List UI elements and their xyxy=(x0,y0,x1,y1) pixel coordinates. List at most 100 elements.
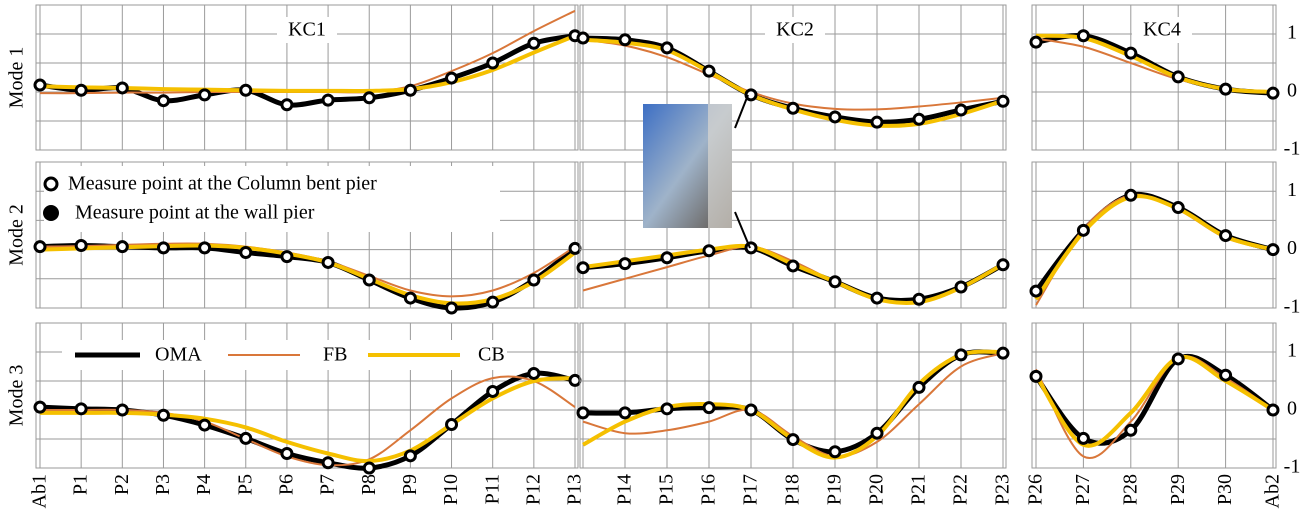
measure-point xyxy=(620,408,630,418)
measure-point xyxy=(447,303,457,313)
measure-point xyxy=(998,348,1008,358)
panel-title: KC2 xyxy=(776,19,814,41)
measure-point xyxy=(1221,231,1231,241)
measure-point xyxy=(1221,370,1231,380)
measure-point xyxy=(488,297,498,307)
measure-point xyxy=(570,375,580,385)
measure-point xyxy=(1126,190,1136,200)
measure-point xyxy=(200,420,210,430)
series-line xyxy=(1036,357,1273,446)
measure-point xyxy=(529,275,539,285)
measure-point xyxy=(1268,245,1278,255)
x-tick-label: P10 xyxy=(440,474,462,505)
measure-point xyxy=(914,114,924,124)
x-tick-label: P22 xyxy=(950,474,972,505)
measure-point xyxy=(788,261,798,271)
measure-point xyxy=(1126,425,1136,435)
measure-point xyxy=(158,410,168,420)
measure-point xyxy=(76,241,86,251)
x-tick-label: P3 xyxy=(152,474,174,495)
measure-point xyxy=(117,83,127,93)
panel-title: KC1 xyxy=(288,19,326,41)
measure-point xyxy=(364,275,374,285)
measure-point xyxy=(158,96,168,106)
measure-point xyxy=(1031,371,1041,381)
x-tick-label: P6 xyxy=(276,474,298,495)
legend-label: CB xyxy=(478,344,505,366)
measure-point xyxy=(662,253,672,263)
measure-point xyxy=(830,277,840,287)
measure-point xyxy=(578,33,588,43)
measure-point xyxy=(241,248,251,258)
x-tick-label: Ab1 xyxy=(29,474,51,508)
measure-point xyxy=(1126,48,1136,58)
measure-point xyxy=(364,463,374,473)
measure-point xyxy=(447,73,457,83)
panel: KC2 xyxy=(578,5,1008,150)
measure-point xyxy=(704,246,714,256)
measure-point xyxy=(35,402,45,412)
x-tick-label: P19 xyxy=(824,474,846,505)
x-tick-label: P27 xyxy=(1072,474,1094,505)
panel-frame xyxy=(1032,162,1276,308)
panel: Mode 2Measure point at the Column bent p… xyxy=(6,162,580,313)
measure-point xyxy=(998,96,1008,106)
x-tick-label: P13 xyxy=(564,474,586,505)
series-line xyxy=(1036,196,1273,299)
x-tick-label: P21 xyxy=(908,474,930,505)
measure-point xyxy=(746,405,756,415)
panel-title: KC4 xyxy=(1143,19,1181,41)
x-tick-label: P8 xyxy=(358,474,380,495)
measure-point xyxy=(1173,354,1183,364)
x-tick-label: P17 xyxy=(740,474,762,505)
measure-point xyxy=(662,43,672,53)
measure-point xyxy=(998,260,1008,270)
x-tick-label: P23 xyxy=(992,474,1014,505)
measure-point xyxy=(1078,31,1088,41)
measure-point xyxy=(1078,433,1088,443)
measure-point xyxy=(282,449,292,459)
measure-point xyxy=(1173,72,1183,82)
figure: KC1Mode 1KC2-101KC4Mode 2Measure point a… xyxy=(0,0,1316,518)
x-tick-label: P2 xyxy=(111,474,133,495)
measure-point xyxy=(570,243,580,253)
measure-point xyxy=(76,404,86,414)
legend-marker-filled xyxy=(43,205,59,221)
measure-point xyxy=(620,35,630,45)
x-tick-label: P11 xyxy=(481,474,503,504)
x-tick-label: P29 xyxy=(1167,474,1189,505)
x-tick-label: P1 xyxy=(70,474,92,495)
measure-point xyxy=(704,403,714,413)
pointer-line xyxy=(735,95,748,128)
measure-point xyxy=(956,350,966,360)
measure-point xyxy=(956,105,966,115)
y-tick-label: -1 xyxy=(1284,296,1301,318)
x-tick-label: Ab2 xyxy=(1262,474,1284,508)
measure-point xyxy=(76,85,86,95)
measure-point xyxy=(620,259,630,269)
measure-point xyxy=(117,405,127,415)
measure-point xyxy=(830,112,840,122)
x-tick-label: P5 xyxy=(234,474,256,495)
y-tick-label: 1 xyxy=(1287,22,1297,44)
measure-point xyxy=(529,38,539,48)
x-tick-label: P20 xyxy=(866,474,888,505)
measure-point xyxy=(1173,203,1183,213)
x-tick-label: P15 xyxy=(656,474,678,505)
measure-point xyxy=(914,382,924,392)
measure-point xyxy=(323,257,333,267)
measure-point xyxy=(117,242,127,252)
measure-point xyxy=(872,117,882,127)
measure-point xyxy=(578,408,588,418)
measure-point xyxy=(704,66,714,76)
measure-point xyxy=(405,85,415,95)
measure-point xyxy=(488,386,498,396)
measure-point xyxy=(1221,84,1231,94)
panel xyxy=(578,162,1008,308)
y-tick-label: -1 xyxy=(1284,138,1301,160)
measure-point xyxy=(158,243,168,253)
panel: -101P26P27P28P29P30Ab2 xyxy=(1025,323,1301,508)
x-tick-label: P26 xyxy=(1025,474,1047,505)
measure-point xyxy=(323,458,333,468)
